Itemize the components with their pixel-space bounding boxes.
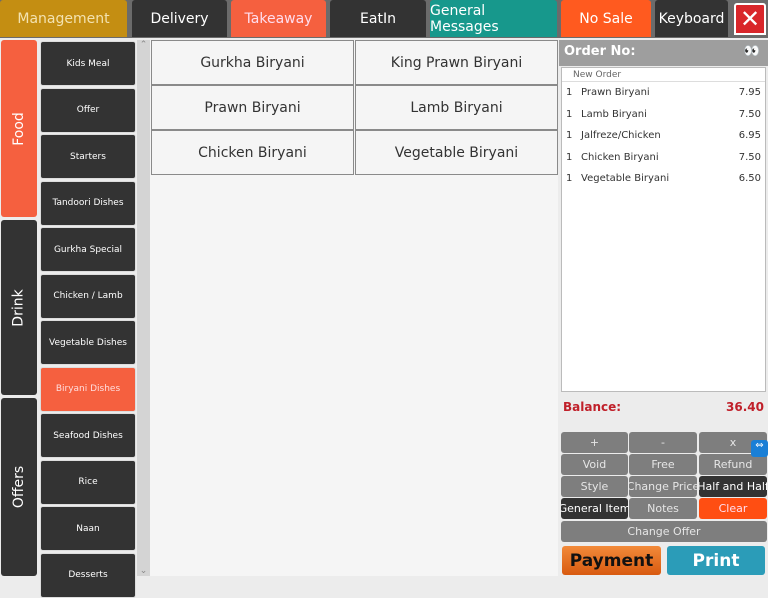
minus-button[interactable]: - [629,432,697,453]
balance-label: Balance: [563,400,622,414]
clear-button[interactable]: Clear [699,498,767,519]
management-button[interactable]: Management [0,0,127,37]
order-item[interactable]: 1 Chicken Biryani 7.50 [562,147,765,169]
takeaway-tab[interactable]: Takeaway [231,0,326,37]
category-button[interactable]: Offer [40,87,136,133]
order-title: Order No: [564,44,636,59]
print-button[interactable]: Print [667,546,765,575]
order-item-price: 7.50 [738,151,761,163]
section-label: Drink [11,288,27,327]
category-button[interactable]: Gurkha Special [40,227,136,272]
order-item-price: 7.50 [738,108,761,120]
notes-button[interactable]: Notes [629,498,697,519]
section-label: Offers [11,465,28,509]
category-button[interactable]: Naan [40,506,136,551]
category-button[interactable]: Vegetable Dishes [40,320,136,365]
category-scrollbar[interactable]: ⌃ ⌄ [137,40,150,576]
order-subheader: New Order [562,68,765,82]
section-tab-food[interactable]: Food [1,40,37,217]
balance-value: 36.40 [726,400,764,414]
order-item-qty: 1 [566,87,573,99]
change-price-button[interactable]: Change Price [629,476,697,497]
product-button[interactable]: Lamb Biryani [355,85,558,130]
no-sale-button[interactable]: No Sale [561,0,651,37]
section-tab-offers[interactable]: Offers [1,398,37,576]
free-button[interactable]: Free [629,454,697,475]
order-item-price: 7.95 [738,87,761,99]
order-item-name: Jalfreze/Chicken [581,130,661,142]
order-header: Order No: 👀 [559,40,768,66]
refund-button[interactable]: Refund [699,454,767,475]
order-item-qty: 1 [566,173,573,185]
product-button[interactable]: Prawn Biryani [151,85,354,130]
order-item-price: 6.95 [738,130,761,142]
category-button[interactable]: Chicken / Lamb [40,273,136,319]
plus-button[interactable]: + [561,432,628,453]
general-item-button[interactable]: General Item [561,498,628,519]
half-and-half-button[interactable]: Half and Half [699,476,767,497]
order-item-price: 6.50 [738,173,761,185]
order-item[interactable]: 1 Prawn Biryani 7.95 [562,82,765,104]
product-button[interactable]: Gurkha Biryani [151,40,354,85]
category-button[interactable]: Starters [40,134,136,179]
order-item-qty: 1 [566,130,573,142]
style-button[interactable]: Style [561,476,628,497]
general-messages-button[interactable]: General Messages [430,0,557,37]
order-item-qty: 1 [566,108,573,120]
order-list[interactable]: New Order 1 Prawn Biryani 7.95 1 Lamb Biryan… [561,67,766,392]
category-button[interactable]: Rice [40,459,136,505]
category-button[interactable]: Tandoori Dishes [40,180,136,226]
section-label: Food [10,111,27,146]
order-item[interactable]: 1 Jalfreze/Chicken 6.95 [562,125,765,147]
order-item-name: Vegetable Biryani [581,173,670,185]
eatin-tab[interactable]: EatIn [330,0,426,37]
product-button[interactable]: Chicken Biryani [151,130,354,175]
category-button[interactable]: Kids Meal [40,41,136,86]
order-item-name: Prawn Biryani [581,87,650,99]
product-button[interactable]: Vegetable Biryani [355,130,558,175]
order-item-name: Lamb Biryani [581,108,647,120]
order-item-name: Chicken Biryani [581,151,659,163]
delivery-tab[interactable]: Delivery [132,0,227,37]
section-tab-drink[interactable]: Drink [1,220,37,395]
void-button[interactable]: Void [561,454,628,475]
x-button[interactable]: x [699,432,767,453]
change-offer-button[interactable]: Change Offer [561,521,767,542]
product-button[interactable]: King Prawn Biryani [355,40,558,85]
scroll-down-icon[interactable]: ⌄ [139,566,148,576]
order-item-qty: 1 [566,151,573,163]
close-x-icon[interactable]: ✕ [734,3,766,35]
payment-button[interactable]: Payment [562,546,661,575]
top-bar: Management Delivery Takeaway EatIn Gener… [0,0,768,38]
eyes-icon[interactable]: 👀 [743,44,760,59]
teamviewer-icon[interactable]: ⇔ [751,440,768,457]
scroll-up-icon[interactable]: ⌃ [139,40,148,50]
category-button[interactable]: Seafood Dishes [40,413,136,458]
order-item[interactable]: 1 Vegetable Biryani 6.50 [562,168,765,190]
category-button[interactable]: Biryani Dishes [40,366,136,412]
order-item[interactable]: 1 Lamb Biryani 7.50 [562,104,765,126]
keyboard-button[interactable]: Keyboard [655,0,728,37]
category-button[interactable]: Desserts [40,552,136,598]
